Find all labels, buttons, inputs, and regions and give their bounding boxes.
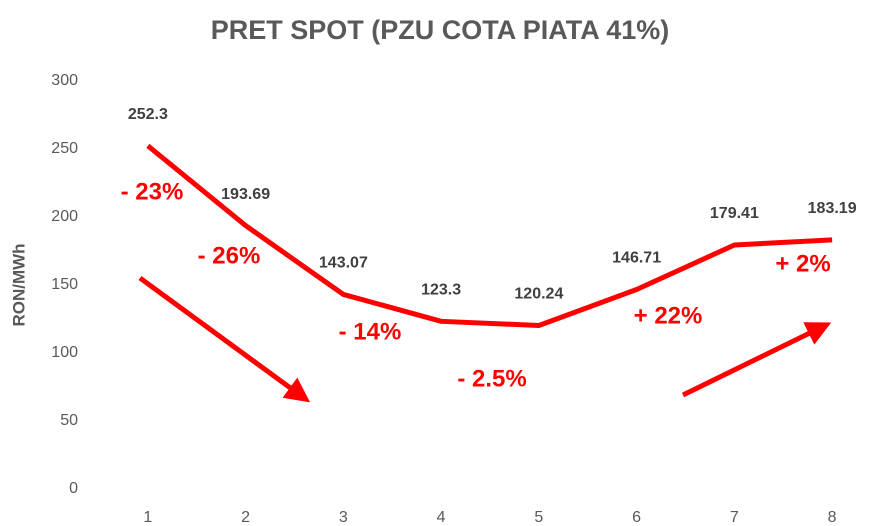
x-tick-label: 3 — [339, 509, 348, 526]
trend-arrow — [681, 322, 832, 398]
data-label: 193.69 — [221, 186, 270, 203]
y-tick-label: 200 — [51, 208, 78, 225]
annotation: - 23% — [121, 178, 184, 205]
annotation: - 26% — [198, 242, 261, 269]
y-tick-label: 300 — [51, 72, 78, 89]
data-label: 143.07 — [319, 255, 368, 272]
y-tick-label: 50 — [60, 412, 78, 429]
data-label: 183.19 — [808, 200, 857, 217]
x-tick-label: 4 — [437, 509, 446, 526]
annotation: + 22% — [634, 302, 703, 329]
y-tick-label: 250 — [51, 140, 78, 157]
y-axis-title: RON/MWh — [9, 243, 28, 326]
y-tick-label: 100 — [51, 344, 78, 361]
x-tick-label: 2 — [241, 509, 250, 526]
chart-title: PRET SPOT (PZU COTA PIATA 41%) — [211, 15, 670, 45]
data-line — [146, 143, 833, 328]
annotation: - 2.5% — [457, 365, 526, 392]
data-label: 252.3 — [128, 106, 168, 123]
annotation: + 2% — [775, 250, 830, 277]
data-label: 120.24 — [514, 286, 563, 303]
x-tick-label: 8 — [828, 509, 837, 526]
annotation: - 14% — [339, 318, 402, 345]
x-tick-label: 5 — [534, 509, 543, 526]
y-tick-label: 150 — [51, 276, 78, 293]
x-tick-label: 7 — [730, 509, 739, 526]
data-label: 123.3 — [421, 282, 461, 299]
x-tick-label: 1 — [143, 509, 152, 526]
y-tick-label: 0 — [69, 480, 78, 497]
data-label: 146.71 — [612, 250, 661, 267]
data-label: 179.41 — [710, 205, 759, 222]
trend-arrow — [138, 275, 311, 403]
x-tick-label: 6 — [632, 509, 641, 526]
